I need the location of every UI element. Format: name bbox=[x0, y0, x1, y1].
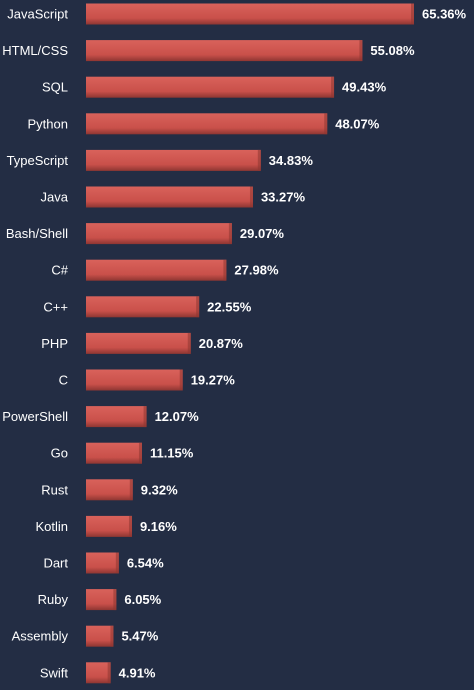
category-label: C++ bbox=[43, 299, 68, 314]
bar bbox=[86, 589, 117, 611]
value-label: 27.98% bbox=[234, 263, 279, 278]
value-label: 4.91% bbox=[119, 665, 156, 680]
bar bbox=[86, 479, 133, 501]
bar-edge bbox=[179, 369, 183, 391]
category-label: PowerShell bbox=[2, 409, 68, 424]
value-label: 6.54% bbox=[127, 556, 164, 571]
value-label: 5.47% bbox=[121, 629, 158, 644]
bar bbox=[86, 442, 142, 464]
bar-face bbox=[86, 3, 414, 25]
bar-face bbox=[86, 589, 117, 611]
bar-face bbox=[86, 552, 119, 574]
bar-face bbox=[86, 259, 227, 281]
bar-face bbox=[86, 662, 111, 684]
bar bbox=[86, 369, 183, 391]
category-label: TypeScript bbox=[7, 153, 69, 168]
bar bbox=[86, 223, 232, 245]
category-label: C bbox=[59, 373, 68, 388]
value-label: 11.15% bbox=[150, 446, 194, 461]
value-label: 9.32% bbox=[141, 482, 178, 497]
bar bbox=[86, 552, 119, 574]
bar bbox=[86, 149, 261, 171]
bar-edge bbox=[196, 296, 200, 318]
bar bbox=[86, 662, 111, 684]
bar bbox=[86, 625, 114, 647]
bar-face bbox=[86, 76, 335, 98]
bar-face bbox=[86, 332, 191, 354]
bar-face bbox=[86, 369, 183, 391]
bar-edge bbox=[324, 113, 328, 135]
category-label: Assembly bbox=[12, 629, 69, 644]
bar-edge bbox=[138, 442, 142, 464]
category-label: C# bbox=[51, 263, 68, 278]
bar-edge bbox=[143, 406, 147, 428]
bar bbox=[86, 259, 227, 281]
bar-edge bbox=[331, 76, 335, 98]
value-label: 65.36% bbox=[422, 7, 467, 22]
value-label: 19.27% bbox=[191, 373, 236, 388]
value-label: 9.16% bbox=[140, 519, 177, 534]
bar bbox=[86, 76, 335, 98]
value-label: 22.55% bbox=[207, 299, 252, 314]
bar-edge bbox=[228, 223, 232, 245]
bar bbox=[86, 332, 191, 354]
bar-face bbox=[86, 296, 200, 318]
category-label: Bash/Shell bbox=[6, 226, 68, 241]
category-label: Go bbox=[51, 446, 68, 461]
bar-edge bbox=[359, 40, 363, 62]
bar bbox=[86, 406, 147, 428]
value-label: 12.07% bbox=[155, 409, 200, 424]
value-label: 55.08% bbox=[370, 43, 415, 58]
category-label: Swift bbox=[40, 665, 69, 680]
bar-edge bbox=[223, 259, 227, 281]
bar-face bbox=[86, 625, 114, 647]
bar-face bbox=[86, 113, 328, 135]
category-label: Ruby bbox=[38, 592, 69, 607]
category-label: Java bbox=[41, 190, 69, 205]
bar bbox=[86, 296, 200, 318]
bar-edge bbox=[115, 552, 119, 574]
bar-face bbox=[86, 186, 253, 208]
bar-edge bbox=[129, 479, 133, 501]
bar-face bbox=[86, 479, 133, 501]
value-label: 49.43% bbox=[342, 80, 387, 95]
bar-face bbox=[86, 149, 261, 171]
value-label: 34.83% bbox=[269, 153, 314, 168]
bar bbox=[86, 3, 414, 25]
bar-face bbox=[86, 442, 142, 464]
value-label: 48.07% bbox=[335, 116, 380, 131]
value-label: 33.27% bbox=[261, 190, 306, 205]
category-label: SQL bbox=[42, 80, 68, 95]
bar bbox=[86, 113, 328, 135]
bar-edge bbox=[110, 625, 114, 647]
category-label: PHP bbox=[41, 336, 68, 351]
category-label: Dart bbox=[43, 556, 68, 571]
bar-edge bbox=[113, 589, 117, 611]
bar-edge bbox=[249, 186, 253, 208]
category-label: Kotlin bbox=[35, 519, 68, 534]
bar-edge bbox=[128, 515, 132, 537]
bar bbox=[86, 40, 363, 62]
bar-face bbox=[86, 515, 132, 537]
value-label: 29.07% bbox=[240, 226, 285, 241]
bar-edge bbox=[257, 149, 261, 171]
category-label: Rust bbox=[41, 482, 68, 497]
category-label: HTML/CSS bbox=[2, 43, 68, 58]
bar-face bbox=[86, 406, 147, 428]
bar-edge bbox=[107, 662, 111, 684]
category-label: JavaScript bbox=[7, 7, 68, 22]
value-label: 20.87% bbox=[199, 336, 244, 351]
bar bbox=[86, 515, 132, 537]
bar bbox=[86, 186, 253, 208]
value-label: 6.05% bbox=[124, 592, 161, 607]
bar-edge bbox=[411, 3, 414, 25]
category-label: Python bbox=[28, 116, 68, 131]
bar-face bbox=[86, 40, 363, 62]
bar-face bbox=[86, 223, 232, 245]
bar-edge bbox=[187, 332, 191, 354]
